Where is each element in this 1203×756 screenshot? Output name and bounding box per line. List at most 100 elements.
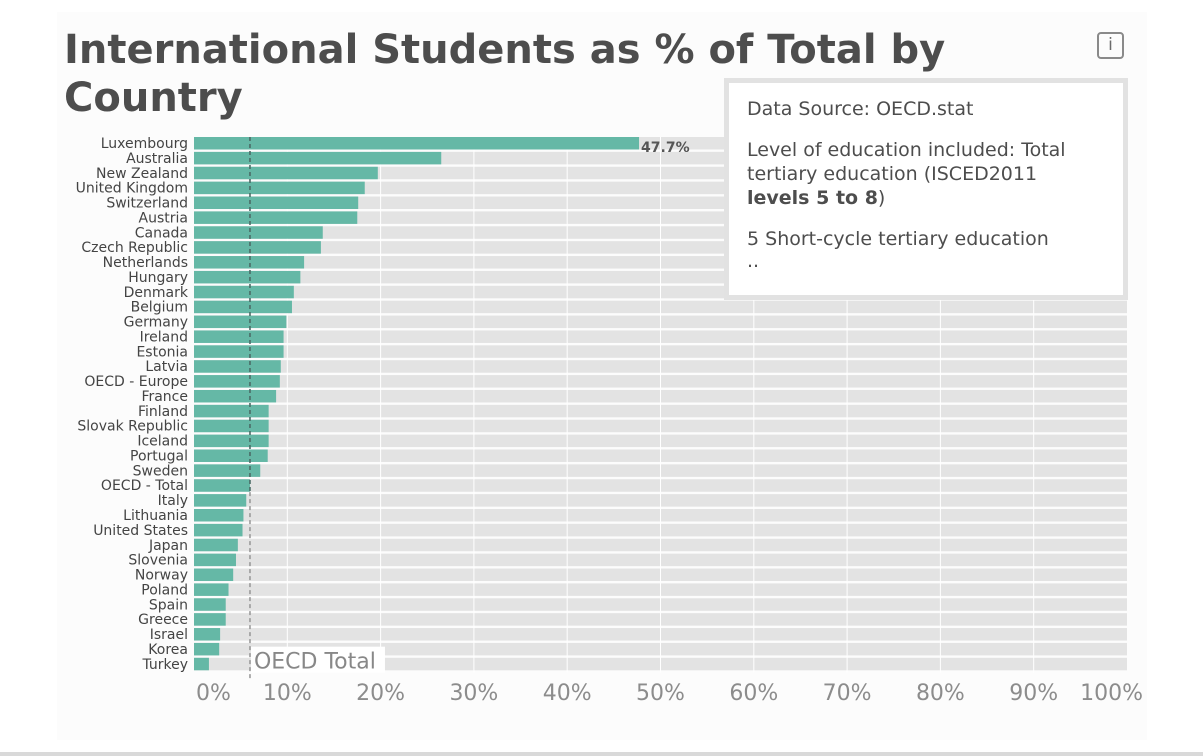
category-label-australia: Australia: [126, 151, 188, 167]
category-label-ireland: Ireland: [140, 329, 188, 345]
category-label-germany: Germany: [124, 315, 188, 331]
bar-spain: [194, 598, 226, 611]
data-source-tooltip: Data Source: OECD.stat Level of educatio…: [724, 78, 1128, 300]
category-label-slovenia: Slovenia: [128, 553, 188, 569]
bar-switzerland: [194, 196, 359, 210]
bar-estonia: [194, 345, 284, 358]
bar-austria: [194, 211, 358, 224]
bar-netherlands: [194, 256, 305, 269]
category-label-iceland: Iceland: [137, 434, 188, 450]
category-label-japan: Japan: [148, 538, 188, 554]
category-label-finland: Finland: [138, 404, 188, 420]
x-tick-20: 20%: [356, 681, 405, 706]
reference-label-bg: [250, 646, 385, 673]
reference-line-group: OECD Total: [249, 137, 385, 679]
bar-slovak-republic: [194, 419, 269, 433]
bar-france: [194, 389, 277, 403]
bar-ireland: [194, 330, 284, 343]
category-label-new-zealand: New Zealand: [96, 166, 188, 182]
bar-iceland: [194, 434, 269, 448]
x-tick-80: 80%: [916, 681, 965, 706]
tooltip-level-bold: levels 5 to 8: [747, 187, 878, 209]
x-tick-10: 10%: [263, 681, 312, 706]
category-label-canada: Canada: [135, 225, 188, 241]
category-label-austria: Austria: [139, 210, 188, 226]
tooltip-item: 5 Short-cycle tertiary education: [747, 228, 1049, 250]
bar-lithuania: [194, 509, 244, 522]
category-label-denmark: Denmark: [124, 285, 189, 301]
x-axis-ticks: 0% 10% 20% 30% 40% 50% 60% 70% 80% 90% 100%: [196, 681, 1143, 706]
bar-germany: [194, 315, 287, 329]
info-button[interactable]: i: [1097, 32, 1124, 59]
tooltip-level: Level of education included: Total terti…: [747, 138, 1105, 210]
x-tick-0: 0%: [196, 681, 231, 706]
category-label-italy: Italy: [158, 493, 188, 509]
category-label-spain: Spain: [149, 597, 188, 613]
category-label-netherlands: Netherlands: [103, 255, 188, 271]
category-label-slovak-republic: Slovak Republic: [77, 419, 188, 435]
tooltip-source: Data Source: OECD.stat: [747, 98, 974, 120]
bar-new-zealand: [194, 166, 378, 180]
category-label-france: France: [141, 389, 188, 405]
bar-greece: [194, 613, 226, 626]
bar-slovenia: [194, 553, 236, 567]
category-label-united-kingdom: United Kingdom: [76, 181, 188, 197]
category-label-belgium: Belgium: [131, 300, 188, 316]
x-tick-100: 100%: [1080, 681, 1143, 706]
category-label-oecd-total: OECD - Total: [101, 478, 188, 494]
bar-australia: [194, 151, 442, 165]
bar-canada: [194, 226, 323, 239]
bar-hungary: [194, 270, 301, 284]
x-tick-50: 50%: [636, 681, 685, 706]
data-label-luxembourg: 47.7%: [641, 140, 690, 156]
x-tick-60: 60%: [729, 681, 778, 706]
category-label-united-states: United States: [93, 523, 188, 539]
bar-japan: [194, 538, 238, 552]
tooltip-level-text: Level of education included: Total terti…: [747, 139, 1066, 185]
reference-line-label: OECD Total: [254, 650, 376, 675]
tooltip-more: ..: [747, 250, 760, 272]
bar-united-states: [194, 523, 243, 537]
category-label-oecd-europe: OECD - Europe: [84, 374, 188, 390]
bar-portugal: [194, 449, 268, 462]
page-bottom-rule: [0, 752, 1203, 756]
x-tick-30: 30%: [449, 681, 498, 706]
chart-title: International Students as % of Total by …: [64, 27, 946, 121]
category-label-portugal: Portugal: [130, 448, 188, 464]
bar-poland: [194, 583, 229, 596]
category-label-czech-republic: Czech Republic: [81, 240, 188, 256]
category-label-hungary: Hungary: [128, 270, 188, 286]
info-icon: i: [1108, 35, 1113, 55]
category-label-lithuania: Lithuania: [123, 508, 188, 524]
x-tick-90: 90%: [1009, 681, 1058, 706]
bar-norway: [194, 568, 234, 582]
bar-finland: [194, 404, 269, 418]
bar-czech-republic: [194, 241, 321, 254]
bar-turkey: [194, 657, 209, 671]
category-label-latvia: Latvia: [145, 359, 188, 375]
tooltip-level-suffix: ): [877, 187, 886, 209]
bar-united-kingdom: [194, 181, 365, 195]
category-label-estonia: Estonia: [136, 344, 188, 360]
bar-latvia: [194, 360, 281, 373]
bar-italy: [194, 494, 247, 507]
bar-korea: [194, 642, 220, 656]
category-label-israel: Israel: [150, 627, 188, 643]
category-label-poland: Poland: [141, 582, 188, 598]
category-label-norway: Norway: [135, 568, 188, 584]
x-tick-40: 40%: [543, 681, 592, 706]
bar-sweden: [194, 464, 261, 477]
category-label-korea: Korea: [148, 642, 188, 658]
bar-belgium: [194, 300, 292, 314]
bar-luxembourg: [194, 137, 640, 150]
category-label-luxembourg: Luxembourg: [101, 136, 188, 152]
data-labels: 47.7%: [641, 140, 690, 156]
bar-denmark: [194, 285, 294, 299]
bar-oecd-total: [194, 479, 250, 492]
bar-oecd-europe: [194, 375, 280, 388]
x-tick-70: 70%: [823, 681, 872, 706]
bar-israel: [194, 628, 221, 641]
category-label-turkey: Turkey: [141, 657, 188, 673]
category-label-switzerland: Switzerland: [106, 196, 188, 212]
